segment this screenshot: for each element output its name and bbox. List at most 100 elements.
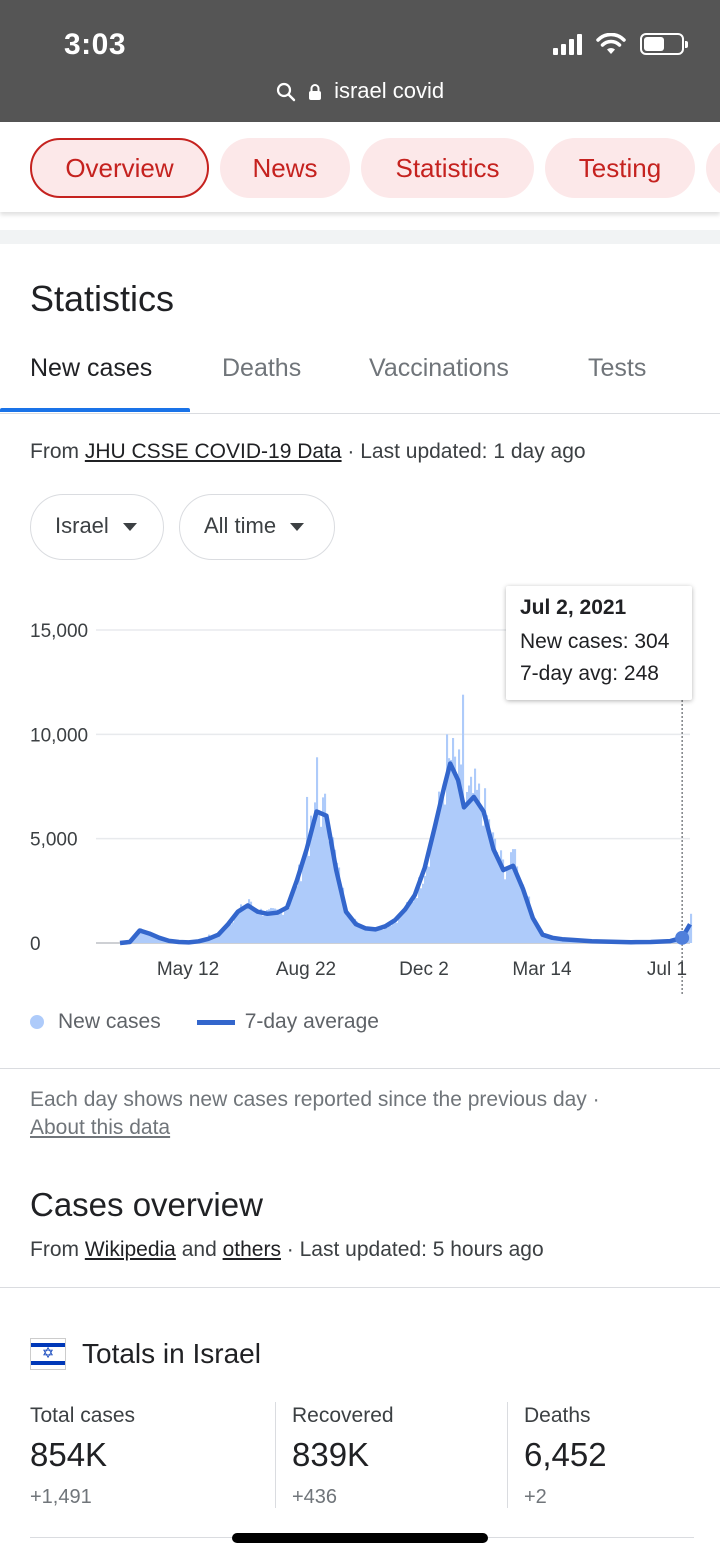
new-cases-bar <box>542 932 545 943</box>
new-cases-bar <box>230 924 233 943</box>
new-cases-bar <box>224 930 227 943</box>
tooltip-7day-avg: 7-day avg: 248 <box>520 662 659 685</box>
wikipedia-link[interactable]: Wikipedia <box>84 1238 176 1261</box>
new-cases-bar <box>242 910 245 943</box>
new-cases-bar <box>476 789 479 943</box>
new-cases-bar <box>422 883 425 943</box>
tab-new-cases[interactable]: New cases <box>30 354 153 382</box>
new-cases-bar <box>322 797 325 943</box>
new-cases-bar <box>332 837 335 943</box>
new-cases-bar <box>540 931 543 943</box>
new-cases-bar <box>378 930 381 943</box>
new-cases-bar <box>442 796 445 943</box>
x-tick-label: Mar 14 <box>512 959 572 980</box>
x-tick-label: Dec 2 <box>399 959 449 980</box>
statistics-source: From JHU CSSE COVID-19 Data · Last updat… <box>30 440 586 463</box>
new-cases-bar <box>156 936 159 943</box>
new-cases-bar <box>144 930 147 943</box>
legend-avg: 7-day average <box>244 1010 379 1033</box>
stat-total-cases: Total cases 854K +1,491 <box>30 1404 136 1508</box>
new-cases-bar <box>314 802 317 943</box>
new-cases-bar <box>360 925 363 943</box>
new-cases-bar <box>436 817 439 943</box>
new-cases-bar <box>456 774 459 943</box>
data-note: Each day shows new cases reported since … <box>30 1088 600 1139</box>
new-cases-bar <box>372 930 375 943</box>
new-cases-bar <box>342 887 345 943</box>
new-cases-bar <box>446 734 449 943</box>
new-cases-bar <box>264 914 267 943</box>
new-cases-bar <box>356 921 359 943</box>
others-link[interactable]: others <box>222 1238 281 1261</box>
new-cases-bar <box>536 925 539 943</box>
new-cases-bar <box>280 909 283 943</box>
new-cases-bar <box>278 910 281 943</box>
new-cases-bar <box>340 890 343 943</box>
new-cases-bar <box>534 920 537 943</box>
y-tick-label: 5,000 <box>30 830 78 851</box>
new-cases-bar <box>428 866 431 943</box>
new-cases-bar <box>320 826 323 943</box>
tab-deaths[interactable]: Deaths <box>222 354 302 382</box>
totals-title: Totals in Israel <box>82 1338 261 1369</box>
home-indicator[interactable] <box>232 1533 488 1543</box>
new-cases-bar <box>440 799 443 943</box>
tooltip-date: Jul 2, 2021 <box>520 596 627 619</box>
new-cases-chart[interactable]: 15,000 10,000 5,000 0 May 12 Aug 22 Dec 2 Mar 1… <box>0 580 720 1000</box>
new-cases-bar <box>516 866 519 943</box>
search-icon <box>276 83 296 102</box>
new-cases-bar <box>234 916 237 943</box>
section-gap <box>0 230 720 244</box>
new-cases-bar <box>548 935 551 943</box>
new-cases-bar <box>316 757 319 943</box>
new-cases-bar <box>486 815 489 943</box>
jhu-source-link[interactable]: JHU CSSE COVID-19 Data <box>84 440 342 463</box>
legend-new-cases-swatch <box>30 1015 44 1029</box>
new-cases-bar <box>494 838 497 943</box>
new-cases-bar <box>492 832 495 943</box>
new-cases-bar <box>284 910 287 943</box>
new-cases-bar <box>508 866 511 943</box>
tab-news[interactable]: News <box>220 138 350 198</box>
new-cases-bar <box>270 907 273 943</box>
new-cases-bar <box>458 749 461 943</box>
new-cases-bar <box>410 899 413 943</box>
cellular-signal-icon <box>553 33 582 55</box>
new-cases-bar <box>142 929 145 943</box>
new-cases-bar <box>478 783 481 943</box>
new-cases-bar <box>330 845 333 943</box>
new-cases-bar <box>266 909 269 943</box>
column-separator <box>275 1402 276 1508</box>
new-cases-bar <box>400 914 403 943</box>
new-cases-bar <box>140 928 143 943</box>
tab-testing[interactable]: Testing <box>545 138 695 198</box>
new-cases-bar <box>256 912 259 943</box>
tab-more[interactable] <box>706 138 720 198</box>
cases-overview-source: From Wikipedia and others · Last updated… <box>30 1238 544 1261</box>
new-cases-bar <box>290 899 293 943</box>
new-cases-bar <box>420 888 423 943</box>
url-bar[interactable]: israel covid <box>0 78 720 104</box>
statistics-heading: Statistics <box>30 278 175 319</box>
about-data-link[interactable]: About this data <box>30 1116 171 1139</box>
new-cases-bar <box>220 931 223 943</box>
region-select[interactable]: Israel <box>30 494 164 560</box>
new-cases-bar <box>546 934 549 943</box>
israel-flag-icon: ✡ <box>30 1338 66 1370</box>
new-cases-bar <box>214 936 217 943</box>
status-time: 3:03 <box>64 28 127 61</box>
new-cases-bar <box>500 850 503 943</box>
seven-day-average-line <box>119 761 692 946</box>
new-cases-bar <box>354 918 357 943</box>
new-cases-bar <box>398 914 401 943</box>
tab-vaccinations[interactable]: Vaccinations <box>369 354 509 382</box>
new-cases-bar <box>282 914 285 943</box>
new-cases-bar <box>374 929 377 943</box>
new-cases-bar <box>350 920 353 943</box>
time-range-select[interactable]: All time <box>179 494 335 560</box>
tab-overview[interactable]: Overview <box>30 138 209 198</box>
new-cases-bar <box>426 865 429 943</box>
tab-statistics[interactable]: Statistics <box>361 138 534 198</box>
tab-tests[interactable]: Tests <box>588 354 647 382</box>
stat-deaths: Deaths 6,452 +2 <box>524 1404 607 1508</box>
